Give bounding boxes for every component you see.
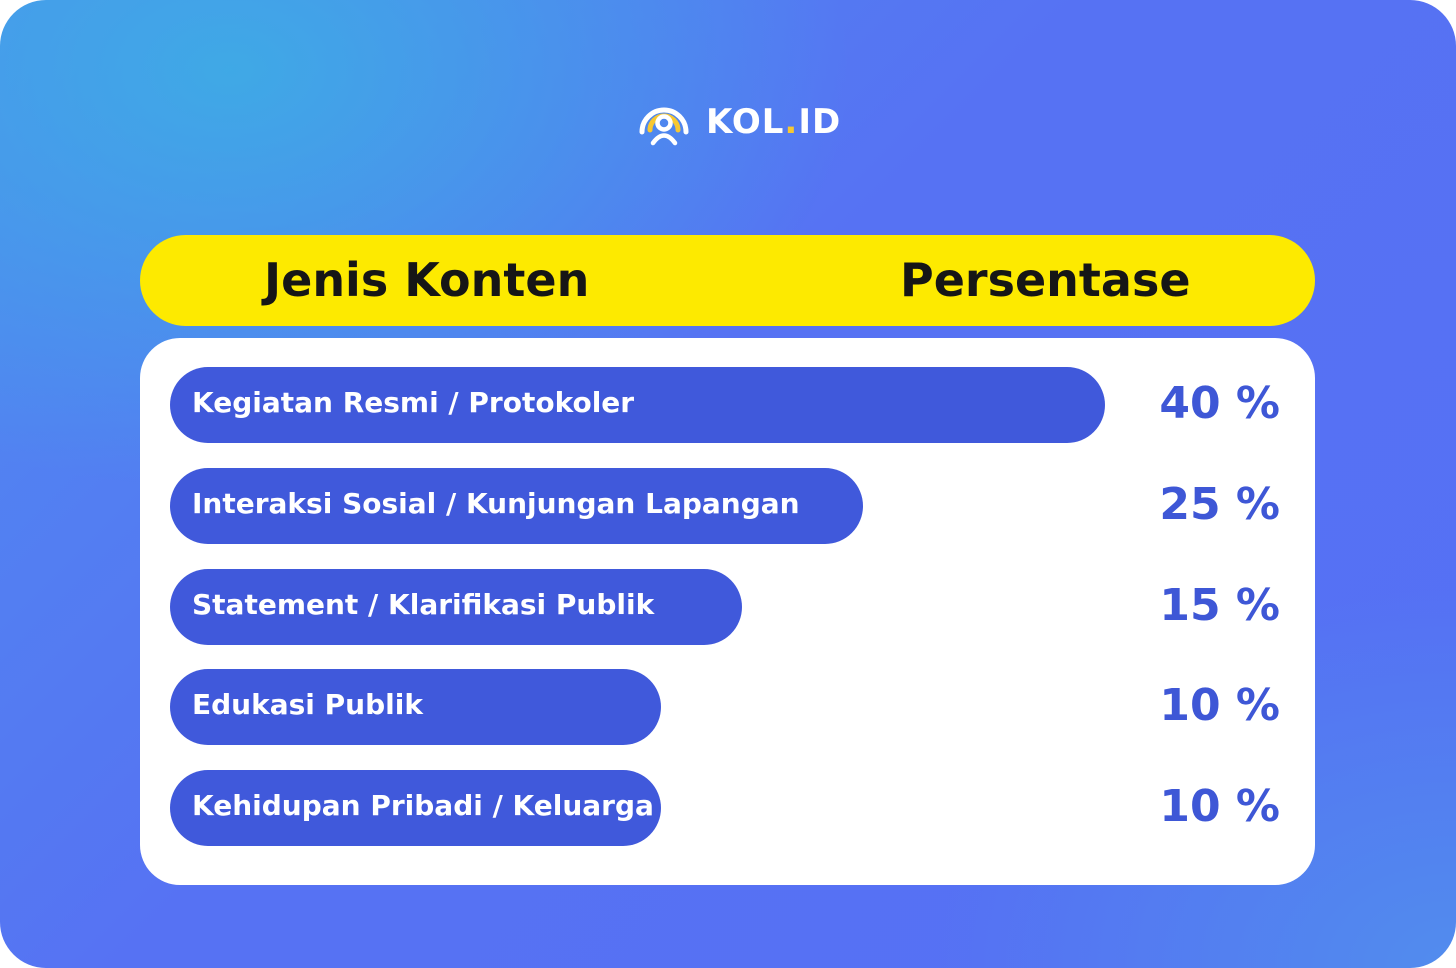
- chart-bar: Edukasi Publik: [170, 669, 661, 745]
- chart-row: Edukasi Publik 10 %: [170, 669, 1285, 745]
- bar-category-label: Kegiatan Resmi / Protokoler: [192, 386, 635, 419]
- chart-bar: Interaksi Sosial / Kunjungan Lapangan: [170, 468, 863, 544]
- bar-value-label: 40 %: [1159, 378, 1280, 429]
- chart-panel: Kegiatan Resmi / Protokoler 40 % Interaksi…: [140, 338, 1315, 885]
- chart-bar: Statement / Klarifikasi Publik: [170, 569, 742, 645]
- brand-header: KOL.ID: [636, 96, 841, 148]
- bar-value-label: 10 %: [1159, 680, 1280, 731]
- chart-bar: Kegiatan Resmi / Protokoler: [170, 367, 1105, 443]
- chart-row: Kehidupan Pribadi / Keluarga 10 %: [170, 770, 1285, 846]
- bar-value-label: 10 %: [1159, 781, 1280, 832]
- column-header-percentage: Persentase: [900, 253, 1191, 307]
- bar-value-label: 25 %: [1159, 479, 1280, 530]
- brand-name-dot: .: [784, 102, 799, 142]
- brand-name-main: KOL: [706, 102, 785, 142]
- bar-value-label: 15 %: [1159, 580, 1280, 631]
- person-signal-icon: [639, 107, 689, 146]
- chart-row: Kegiatan Resmi / Protokoler 40 %: [170, 367, 1285, 443]
- brand-name-suffix: ID: [798, 102, 842, 142]
- brand-name: KOL.ID: [706, 102, 841, 142]
- table-header-bar: Jenis Konten Persentase: [140, 235, 1315, 326]
- bar-category-label: Edukasi Publik: [192, 688, 423, 721]
- chart-row: Interaksi Sosial / Kunjungan Lapangan 25 …: [170, 468, 1285, 544]
- bar-category-label: Statement / Klarifikasi Publik: [192, 588, 655, 621]
- bar-category-label: Kehidupan Pribadi / Keluarga: [192, 789, 654, 822]
- bar-category-label: Interaksi Sosial / Kunjungan Lapangan: [192, 487, 800, 520]
- column-header-content-type: Jenis Konten: [264, 253, 590, 307]
- chart-row: Statement / Klarifikasi Publik 15 %: [170, 569, 1285, 645]
- chart-bar: Kehidupan Pribadi / Keluarga: [170, 770, 661, 846]
